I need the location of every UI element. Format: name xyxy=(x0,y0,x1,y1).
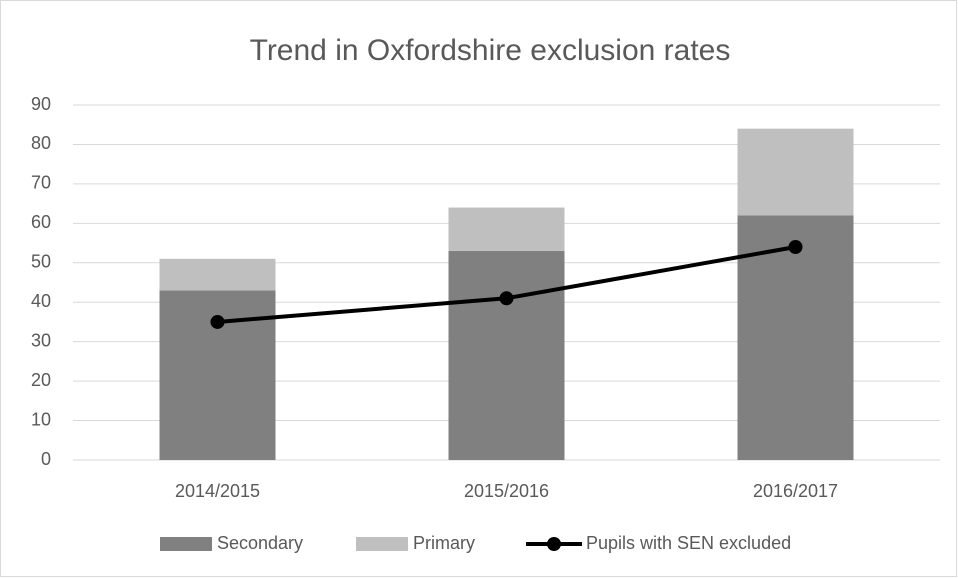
x-tick-label: 2015/2016 xyxy=(464,481,549,501)
legend-label: Pupils with SEN excluded xyxy=(586,533,791,553)
x-tick-label: 2014/2015 xyxy=(175,481,260,501)
bar xyxy=(159,258,276,291)
y-tick-label: 80 xyxy=(31,133,51,153)
x-tick-label: 2016/2017 xyxy=(753,481,838,501)
legend-label: Secondary xyxy=(217,533,303,553)
y-tick-label: 40 xyxy=(31,291,51,311)
y-tick-label: 20 xyxy=(31,370,51,390)
y-tick-label: 10 xyxy=(31,409,51,429)
y-tick-label: 60 xyxy=(31,212,51,232)
y-tick-label: 30 xyxy=(31,330,51,350)
marker xyxy=(499,291,514,306)
bar xyxy=(448,250,565,460)
legend-swatch xyxy=(356,537,408,551)
legend-marker xyxy=(547,537,561,551)
chart-title: Trend in Oxfordshire exclusion rates xyxy=(250,34,731,67)
bar xyxy=(737,128,854,216)
y-tick-label: 70 xyxy=(31,173,51,193)
marker xyxy=(788,240,803,254)
legend-swatch xyxy=(160,537,212,551)
marker xyxy=(210,314,225,329)
y-tick-label: 0 xyxy=(41,449,51,469)
y-tick-label: 50 xyxy=(31,252,51,272)
y-tick-label: 90 xyxy=(31,94,51,114)
legend-label: Primary xyxy=(413,533,475,553)
bar xyxy=(737,215,854,460)
bar xyxy=(448,207,565,251)
